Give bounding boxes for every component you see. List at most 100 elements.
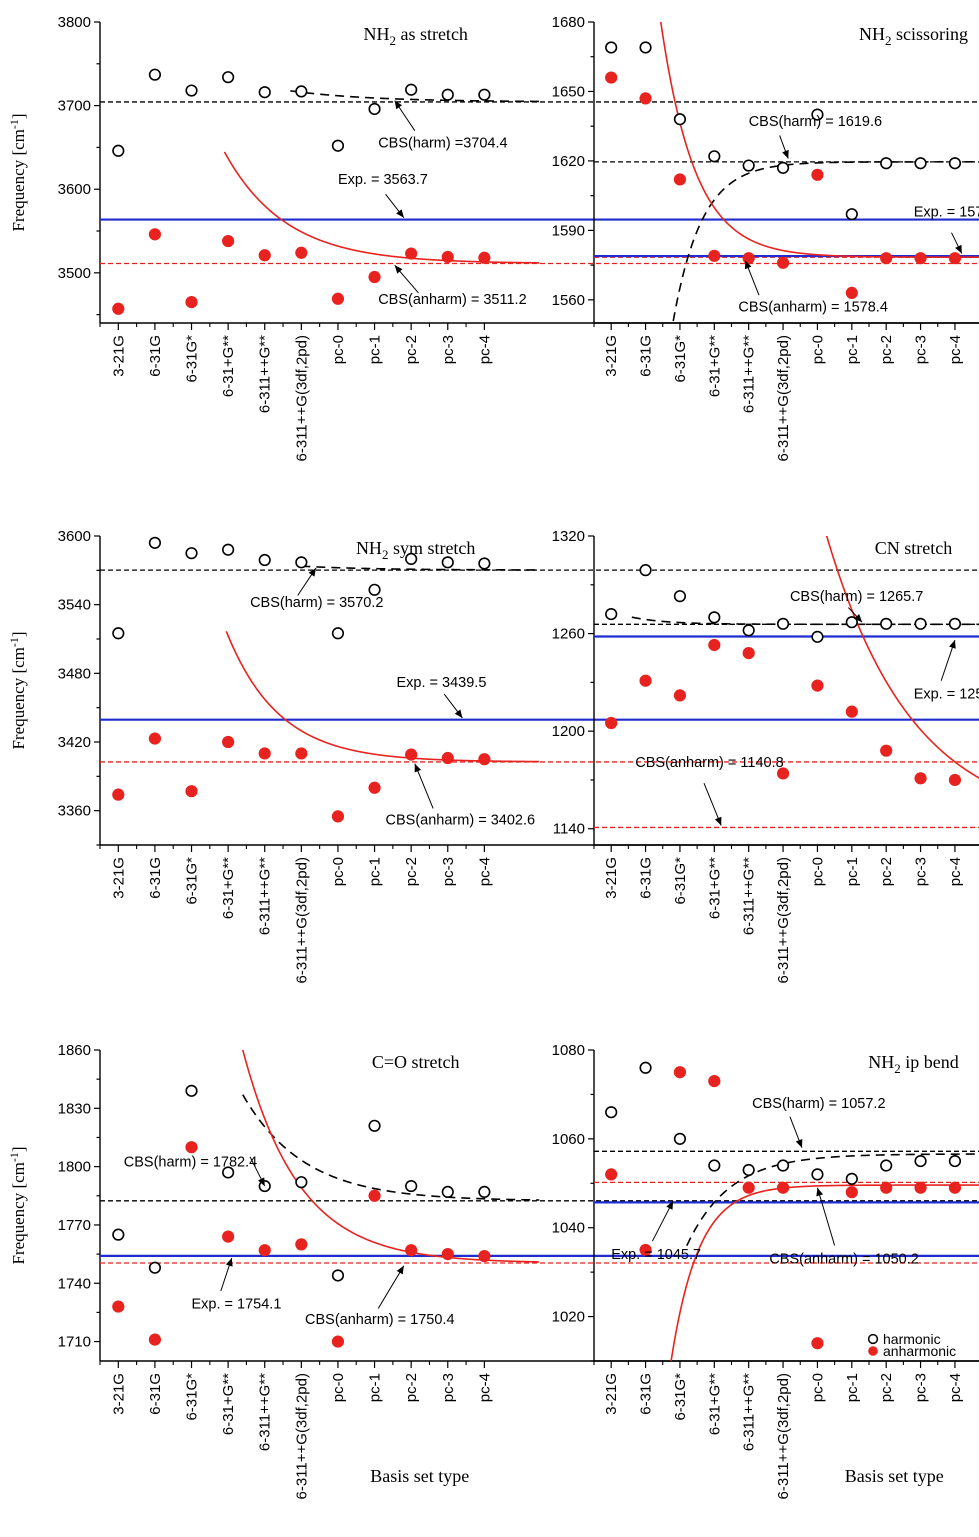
annotation-label: CBS(harm) =3704.4 xyxy=(378,135,507,151)
plot-area xyxy=(100,536,979,823)
panel-title: NH2 as stretch xyxy=(363,24,467,48)
harmonic-point xyxy=(112,144,125,157)
anharmonic-point xyxy=(914,772,927,785)
fit-curve-harmonic xyxy=(301,565,540,571)
y-tick-label: 1200 xyxy=(552,723,585,740)
anharmonic-point xyxy=(258,1244,271,1257)
annotation-label: CBS(harm) = 3570.2 xyxy=(250,595,383,611)
x-tick-label: 6-31G xyxy=(638,857,655,899)
anharmonic-point xyxy=(776,1181,790,1194)
x-tick-label: 6-31G xyxy=(147,1373,164,1415)
harmonic-point xyxy=(742,1163,755,1177)
annotation-arrowhead xyxy=(414,763,422,773)
y-tick-label: 3600 xyxy=(58,528,91,545)
harmonic-point xyxy=(605,607,618,621)
x-tick-label: pc-2 xyxy=(878,857,895,886)
fit-curve-anharmonic xyxy=(225,630,539,763)
harmonic-point xyxy=(880,157,893,170)
anharmonic-point xyxy=(845,1186,858,1199)
annotation-arrowhead xyxy=(795,1139,803,1148)
y-tick-label: 1650 xyxy=(552,83,585,100)
x-tick-label: pc-0 xyxy=(809,1373,826,1402)
x-tick-label: 6-311++G** xyxy=(741,335,758,413)
anharmonic-point xyxy=(112,1300,125,1313)
harmonic-point xyxy=(112,1228,125,1241)
plot-area xyxy=(100,68,979,315)
annotation-arrowhead xyxy=(955,244,962,254)
panel-title: NH2 ip bend xyxy=(868,1052,959,1076)
anharmonic-point xyxy=(258,249,271,262)
y-tick-label: 1620 xyxy=(552,153,585,170)
anharmonic-point xyxy=(845,705,858,718)
annotation-arrowhead xyxy=(454,709,463,718)
anharmonic-point xyxy=(441,1247,454,1261)
anharmonic-point xyxy=(112,302,125,315)
harmonic-point xyxy=(258,553,271,567)
annotation-label: Exp. = 1258.2 xyxy=(914,687,979,703)
anharmonic-point xyxy=(148,732,162,745)
y-tick-label: 1260 xyxy=(552,626,585,643)
x-tick-label: 6-31G xyxy=(638,335,655,377)
x-tick-label: 6-31+G** xyxy=(220,335,237,397)
anharmonic-point xyxy=(605,71,618,84)
annotation-arrowhead xyxy=(744,260,752,270)
x-tick-label: pc-2 xyxy=(403,1373,420,1402)
x-tick-label: pc-4 xyxy=(947,1373,964,1402)
harmonic-point xyxy=(639,1061,652,1074)
anharmonic-point xyxy=(948,1181,962,1194)
anharmonic-point xyxy=(112,788,125,801)
anharmonic-point xyxy=(811,1337,824,1350)
panel-title: CN stretch xyxy=(875,538,952,558)
anharmonic-point xyxy=(148,1333,162,1346)
harmonic-point xyxy=(295,556,308,569)
chart-panel-2: 1560 1590 1620 1650 1680 3-21G 6-31G 6-31G* 6-31… xyxy=(552,14,979,461)
anharmonic-point xyxy=(441,250,454,264)
anharmonic-point xyxy=(811,168,824,181)
fit-curve-anharmonic xyxy=(241,1050,539,1263)
x-tick-label: pc-0 xyxy=(330,857,347,886)
harmonic-point xyxy=(478,557,491,570)
anharmonic-point xyxy=(222,735,235,749)
x-tick-label: pc-1 xyxy=(367,857,384,886)
x-tick-label: 6-31G* xyxy=(184,1373,201,1421)
y-tick-label: 3600 xyxy=(58,181,91,198)
anharmonic-point xyxy=(673,173,687,186)
anharmonic-point xyxy=(258,747,271,760)
plot-area xyxy=(594,22,979,323)
harmonic-point xyxy=(331,139,345,152)
harmonic-point xyxy=(185,84,198,97)
harmonic-point xyxy=(845,1172,858,1185)
chart-panel-6: 1020 1040 1060 1080 3-21G 6-31G 6-31G* 6-31+G**… xyxy=(552,1042,979,1499)
anharmonic-point xyxy=(776,767,790,780)
y-tick-label: 1590 xyxy=(552,222,585,239)
anharmonic-point xyxy=(639,1243,652,1257)
x-tick-label: pc-3 xyxy=(913,335,930,364)
y-axis-label: Frequency [cm-1] xyxy=(7,1146,28,1264)
fit-curve-harmonic xyxy=(290,90,540,103)
y-tick-label: 3420 xyxy=(58,734,91,751)
anharmonic-point xyxy=(441,751,454,765)
legend-marker-harmonic xyxy=(867,1333,879,1345)
x-tick-label: 6-311++G(3df,2pd) xyxy=(775,1373,792,1499)
harmonic-point xyxy=(331,1269,345,1282)
anharmonic-point xyxy=(914,1181,927,1194)
y-tick-label: 1320 xyxy=(552,528,585,545)
anharmonic-point xyxy=(222,234,235,248)
legend-marker-anharmonic xyxy=(868,1346,878,1356)
x-tick-label: 6-31G* xyxy=(672,1373,689,1421)
annotation-arrowhead xyxy=(666,1201,674,1210)
annotation-label: Exp. = 1045.7 xyxy=(611,1247,701,1263)
anharmonic-point xyxy=(948,252,962,265)
annotation-arrow xyxy=(414,763,434,809)
anharmonic-point xyxy=(742,646,755,660)
anharmonic-point xyxy=(708,1075,721,1088)
anharmonic-point xyxy=(708,249,721,262)
x-tick-label: 3-21G xyxy=(603,335,620,377)
x-tick-label: 3-21G xyxy=(110,857,127,899)
x-tick-label: 6-311++G** xyxy=(257,857,274,935)
harmonic-point xyxy=(708,150,721,163)
anharmonic-point xyxy=(368,781,381,794)
panel-title: NH2 sym stretch xyxy=(356,538,476,562)
x-tick-label: 6-311++G** xyxy=(257,1373,274,1451)
